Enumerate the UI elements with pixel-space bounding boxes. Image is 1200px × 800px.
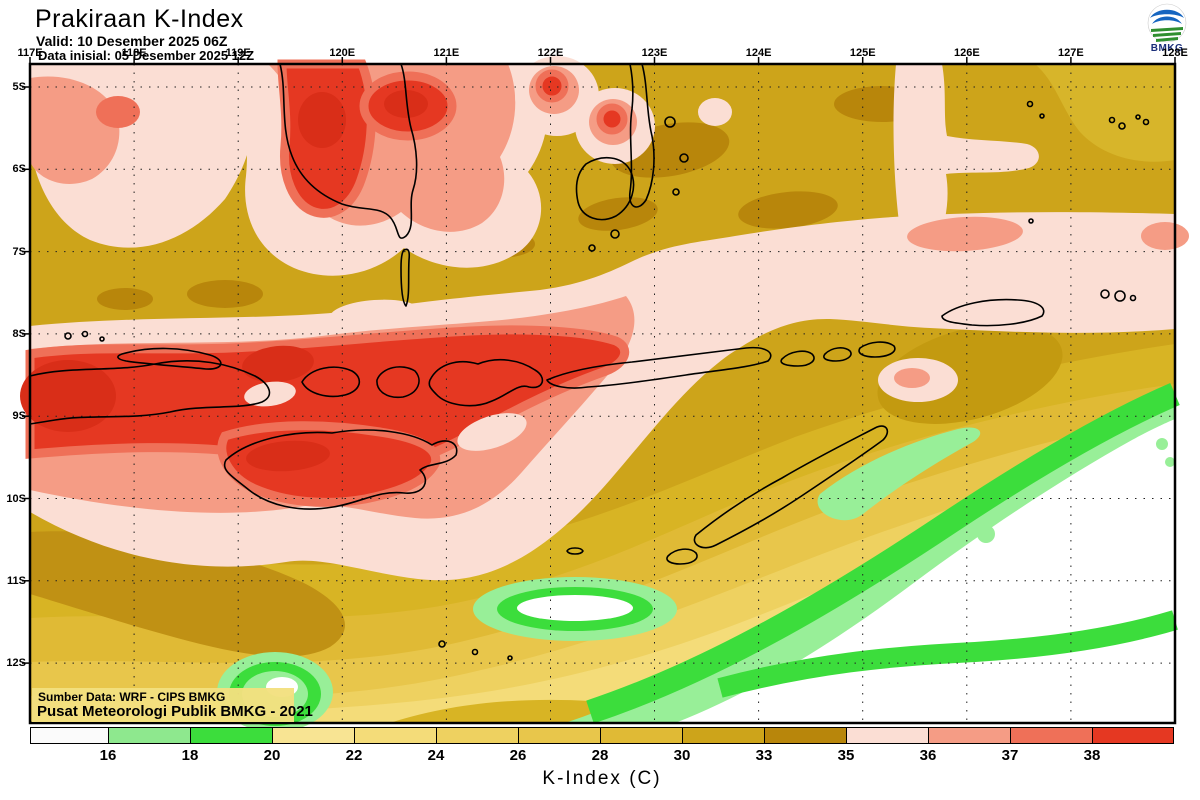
kindex-colorbar — [30, 727, 1176, 744]
lon-axis-label: 118E — [121, 47, 147, 59]
lat-axis-label: 9S — [12, 410, 26, 423]
bmkg-logo: BMKG — [1144, 3, 1190, 57]
colorbar-cell — [764, 727, 847, 744]
lon-axis-label: 121E — [433, 47, 460, 59]
lat-axis-label: 7S — [12, 245, 26, 258]
colorbar-tick-label: 33 — [755, 747, 773, 764]
colorbar-cell — [1092, 727, 1174, 744]
lon-axis-label: 123E — [641, 47, 668, 59]
colorbar-cell — [600, 727, 683, 744]
bmkg-logo-label: BMKG — [1150, 43, 1184, 54]
colorbar-cell — [354, 727, 437, 744]
colorbar-tick-label: 26 — [509, 747, 527, 764]
colorbar-tick-label: 16 — [99, 747, 117, 764]
high-kindex-region — [20, 56, 1189, 581]
colorbar-cell — [846, 727, 929, 744]
lon-axis-label: 128E — [1162, 47, 1188, 59]
page-title: Prakiraan K-Index — [35, 5, 244, 33]
colorbar-tick-label: 36 — [919, 747, 937, 764]
colorbar-tick-label: 24 — [427, 747, 445, 764]
lat-axis-label: 10S — [6, 492, 26, 505]
lon-axis-label: 124E — [745, 47, 772, 59]
lon-axis-label: 119E — [225, 47, 251, 59]
initial-time-line: Data inisial: 05 Desember 2025 12Z — [38, 48, 255, 63]
lat-axis-label: 5S — [12, 81, 26, 93]
colorbar-tick-label: 37 — [1001, 747, 1019, 764]
colorbar-cell — [108, 727, 191, 744]
lon-axis-label: 117E — [17, 47, 43, 59]
colorbar-tick-label: 30 — [673, 747, 691, 764]
lat-axis-label: 11S — [7, 574, 26, 587]
lon-axis-label: 120E — [329, 47, 356, 59]
lat-axis-label: 6S — [12, 163, 26, 176]
colorbar-cell — [436, 727, 519, 744]
colorbar-cell — [30, 727, 109, 744]
colorbar-tick-label: 20 — [263, 747, 281, 764]
colorbar-cell — [190, 727, 273, 744]
bmkg-logo-icon — [1147, 3, 1187, 43]
lon-axis-label: 125E — [849, 47, 876, 59]
source-line-2: Pusat Meteorologi Publik BMKG - 2021 — [37, 703, 313, 720]
colorbar-title: K-Index (C) — [542, 768, 662, 789]
colorbar-cell — [518, 727, 601, 744]
lat-axis-label: 12S — [6, 657, 26, 670]
forecast-map — [20, 56, 1189, 732]
valid-time-line: Valid: 10 Desember 2025 06Z — [36, 33, 228, 49]
lon-axis-label: 122E — [537, 47, 564, 59]
colorbar-tick-label: 38 — [1083, 747, 1101, 764]
lon-axis-label: 126E — [953, 47, 980, 59]
source-line-1: Sumber Data: WRF - CIPS BMKG — [38, 690, 226, 704]
lon-axis-label: 127E — [1058, 47, 1084, 59]
coastlines — [29, 63, 1150, 661]
colorbar-tick-label: 22 — [345, 747, 363, 764]
colorbar-cell — [682, 727, 765, 744]
colorbar-cell — [272, 727, 355, 744]
colorbar-tick-label: 35 — [837, 747, 855, 764]
colorbar-tick-label: 28 — [591, 747, 609, 764]
colorbar-tick-label: 18 — [181, 747, 199, 764]
source-box — [32, 688, 294, 722]
map-frame — [22, 57, 1177, 725]
colorbar-cell — [1010, 727, 1093, 744]
colorbar-cell — [928, 727, 1011, 744]
lat-axis-label: 8S — [12, 327, 26, 340]
